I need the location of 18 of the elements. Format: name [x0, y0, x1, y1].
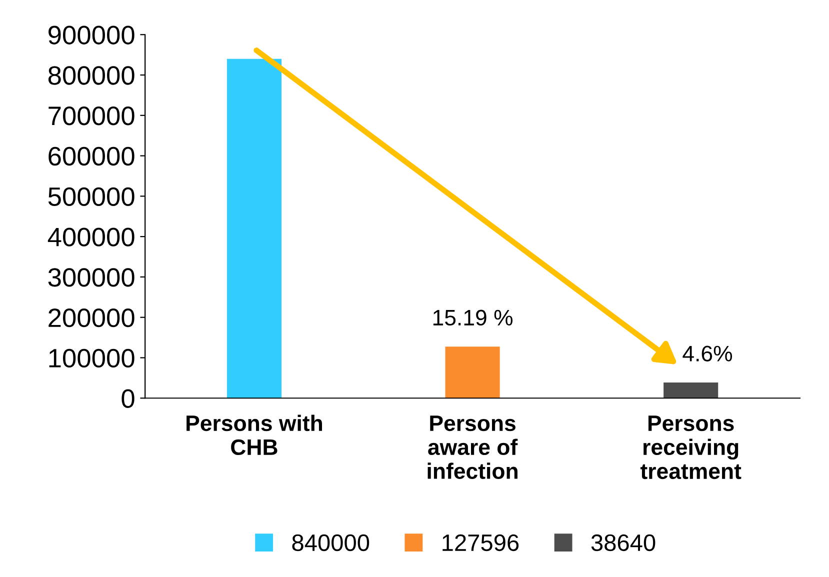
y-tick-label: 100000	[49, 348, 134, 368]
x-tick-label: Persons aware of infection	[428, 416, 518, 479]
annotation: 4.6%	[682, 346, 732, 362]
legend-label: 127596	[442, 534, 519, 552]
y-tick-label: 800000	[48, 66, 134, 85]
y-tick-label: 300000	[48, 268, 134, 287]
y-tick-label: 600000	[48, 146, 134, 166]
y-tick-label: 400000	[48, 228, 134, 246]
legend-label: 840000	[292, 534, 370, 552]
legend-label: 38640	[591, 534, 656, 552]
annotation: 15.19 %	[433, 310, 513, 326]
y-tick-label: 700000	[48, 106, 134, 126]
x-tick-label: Persons receiving treatment	[640, 416, 742, 480]
y-tick-label: 200000	[48, 308, 134, 328]
x-tick-label: Persons with CHB	[186, 414, 322, 456]
y-tick-label: 900000	[48, 26, 134, 44]
y-tick-label: 0	[122, 389, 134, 408]
y-tick-label: 500000	[48, 187, 134, 206]
